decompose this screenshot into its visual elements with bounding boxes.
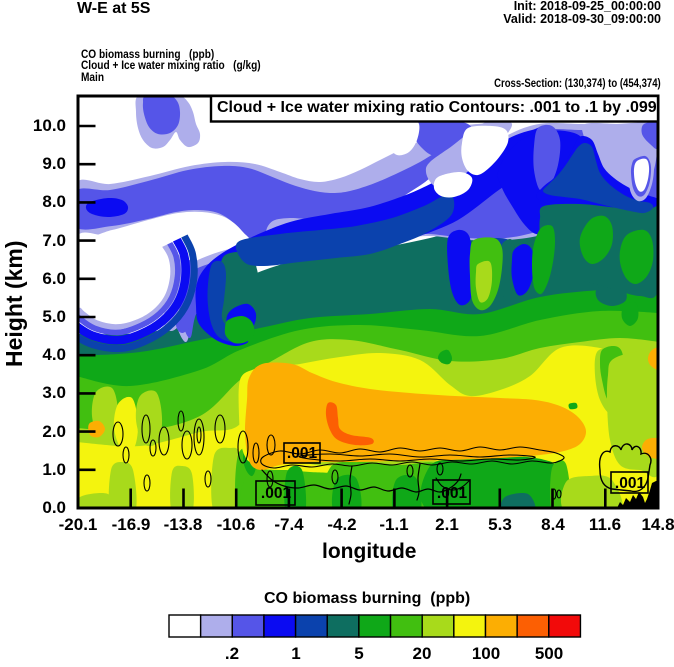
svg-text:.001: .001 [287,445,318,462]
svg-text:.001: .001 [437,485,468,502]
svg-text:.001: .001 [261,485,292,502]
svg-text:.001: .001 [615,475,646,492]
